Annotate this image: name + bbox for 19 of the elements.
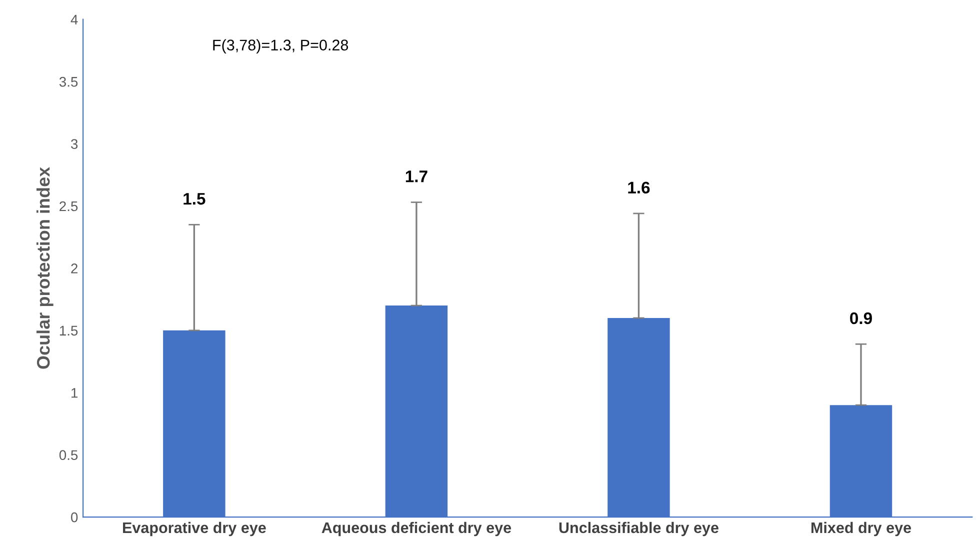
- x-tick-label: Aqueous deficient dry eye: [322, 522, 512, 536]
- y-tick-label: 1: [72, 388, 78, 398]
- annotation: 1.6: [628, 182, 650, 194]
- y-tick-label: 2: [71, 264, 78, 274]
- annotation: F(3,78)=1.3, P=0.28: [213, 39, 348, 54]
- annotation: 1.7: [406, 170, 428, 182]
- y-tick-label: 0: [71, 512, 78, 522]
- x-tick-label: Evaporative dry eye: [123, 522, 266, 536]
- y-tick-label: 3.5: [59, 76, 78, 87]
- y-axis-title: Ocular protection index: [36, 167, 54, 369]
- y-tick-label: 2.5: [60, 201, 78, 212]
- x-tick-label: Mixed dry eye: [811, 522, 911, 536]
- y-tick-label: 3: [70, 139, 78, 149]
- x-tick-label: Unclassifiable dry eye: [559, 522, 718, 536]
- y-tick-label: 1.5: [60, 326, 78, 336]
- y-tick-label: 4: [70, 14, 78, 24]
- annotation: 0.9: [850, 312, 872, 324]
- y-tick-label: 0.5: [59, 450, 78, 460]
- annotation: 1.5: [184, 193, 206, 205]
